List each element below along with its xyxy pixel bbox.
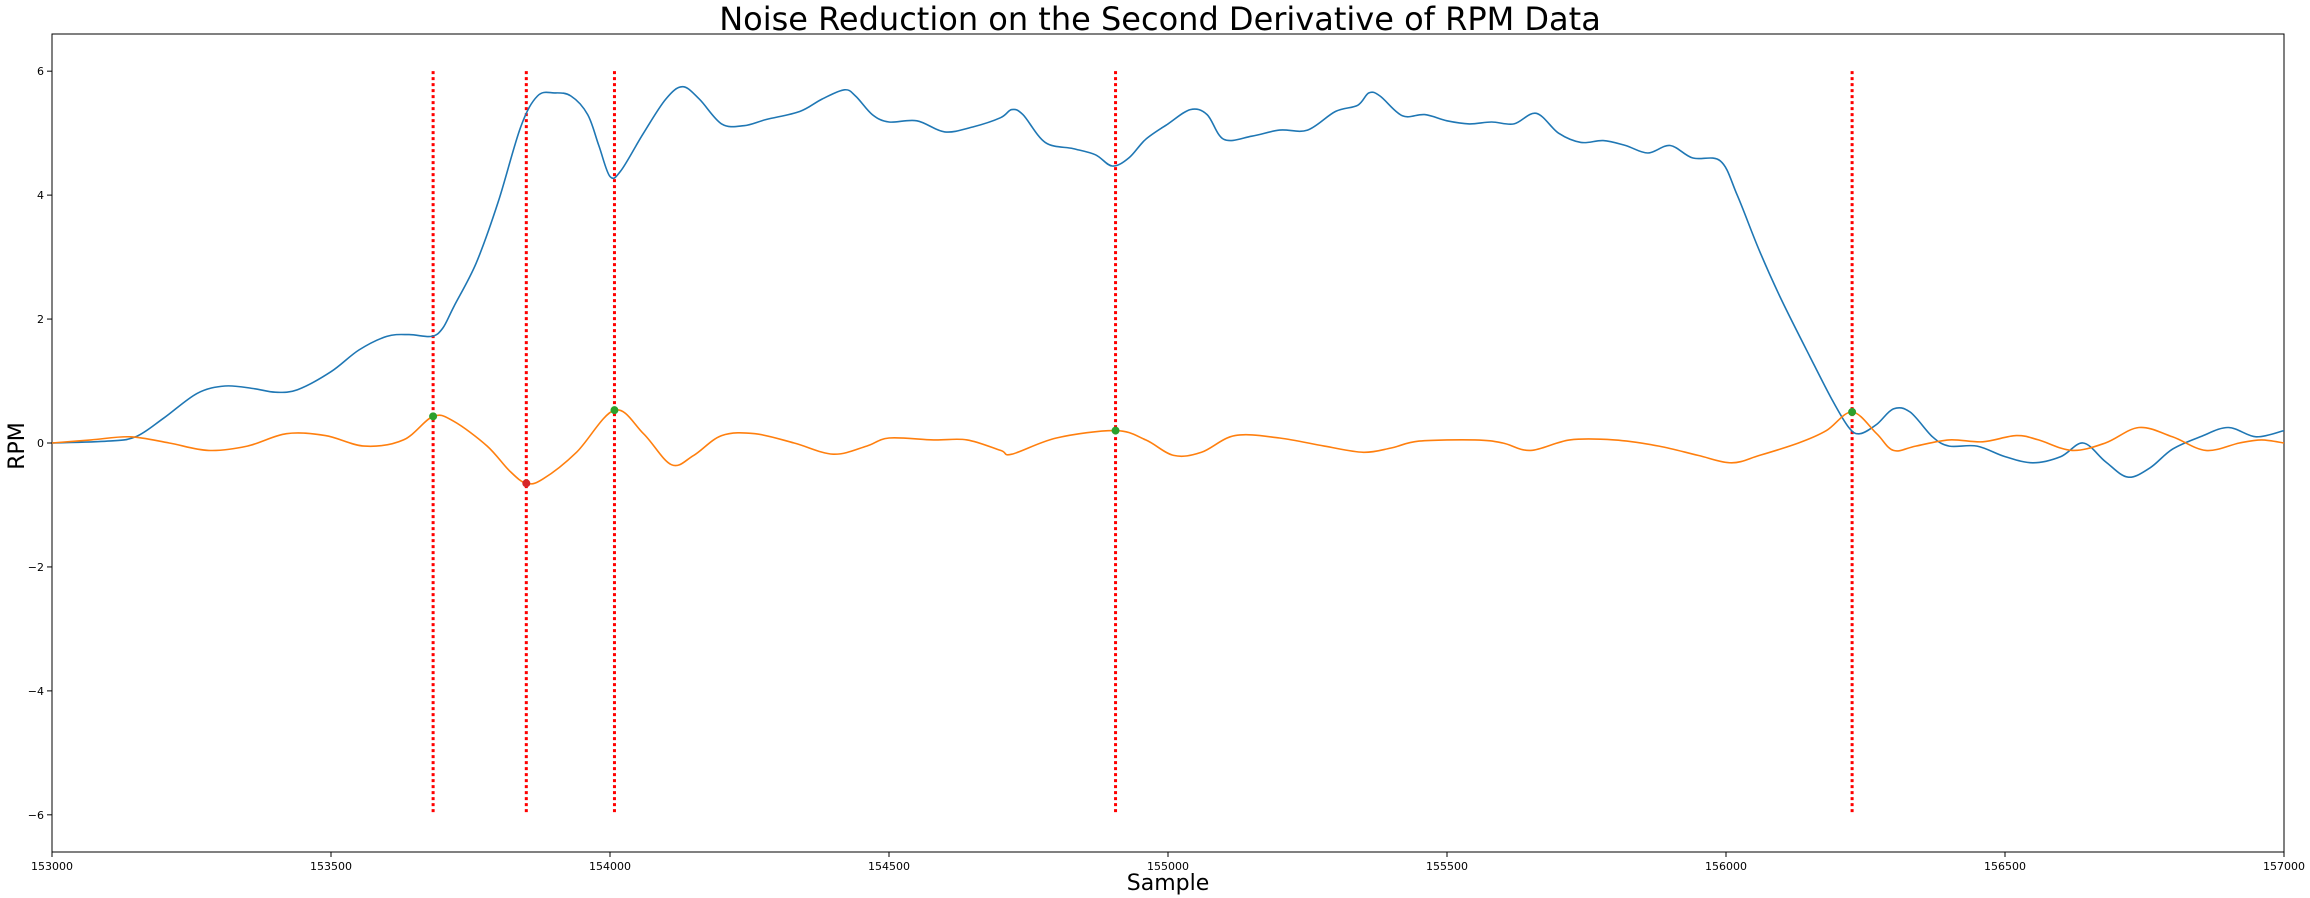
series-line-1 (51, 85, 2285, 478)
plot-frame (51, 33, 2285, 853)
extremum-marker (1111, 426, 1120, 435)
y-tick-label: 0 (37, 437, 44, 450)
x-tick-label: 156000 (1705, 860, 1747, 873)
y-tick-label: −4 (28, 685, 44, 698)
y-tick-label: 6 (37, 65, 44, 78)
x-tick-label: 154500 (868, 860, 910, 873)
extremum-marker (429, 412, 438, 421)
x-axis: 153000 153500 154000 154500 155000 155500 1560… (31, 852, 2305, 873)
x-tick-label: 154000 (589, 860, 631, 873)
x-tick-label: 153500 (310, 860, 352, 873)
y-tick-label: −6 (28, 809, 44, 822)
extremum-marker (610, 406, 619, 415)
y-axis: −6 −4 −2 0 2 4 6 (28, 65, 52, 822)
y-tick-label: −2 (28, 561, 44, 574)
extremum-marker (522, 479, 531, 488)
y-tick-label: 4 (37, 189, 44, 202)
x-tick-label: 153000 (31, 860, 73, 873)
x-axis-label: Sample (1127, 871, 1210, 896)
extremum-marker (1848, 408, 1857, 417)
y-axis-label: RPM (5, 422, 30, 470)
chart-title: Noise Reduction on the Second Derivative… (719, 0, 1601, 38)
y-tick-label: 2 (37, 313, 44, 326)
x-tick-label: 155000 (1147, 860, 1189, 873)
x-tick-label: 156500 (1984, 860, 2026, 873)
plot-area (51, 33, 2285, 853)
series-line-2 (51, 409, 2285, 485)
x-tick-label: 157000 (2263, 860, 2305, 873)
x-tick-label: 155500 (1426, 860, 1468, 873)
